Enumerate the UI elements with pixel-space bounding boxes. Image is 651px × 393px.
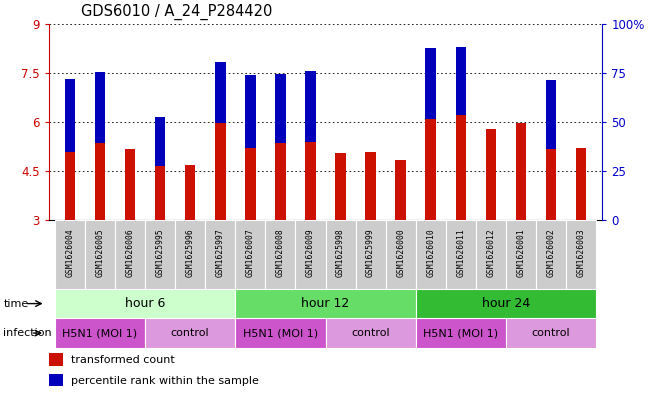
Bar [546,80,557,149]
Bar [275,143,286,220]
Bar [266,220,296,289]
Bar [145,220,175,289]
Bar [536,220,566,289]
Bar [385,220,416,289]
Text: GSM1626005: GSM1626005 [96,229,104,277]
Text: GSM1625996: GSM1625996 [186,229,195,277]
Bar [115,220,145,289]
Bar [155,117,165,166]
Text: GDS6010 / A_24_P284420: GDS6010 / A_24_P284420 [81,4,273,20]
Bar [49,353,62,366]
Text: GSM1626011: GSM1626011 [456,229,465,277]
Bar [395,160,406,220]
Text: transformed count: transformed count [71,355,174,365]
Text: GSM1626012: GSM1626012 [486,229,495,277]
Bar [305,142,316,220]
Text: hour 12: hour 12 [301,297,350,310]
Text: time: time [3,299,29,309]
Bar [416,289,596,318]
Bar [476,220,506,289]
Bar [486,129,496,220]
Text: GSM1626000: GSM1626000 [396,229,405,277]
Text: H5N1 (MOI 1): H5N1 (MOI 1) [62,328,137,338]
Text: GSM1625997: GSM1625997 [215,229,225,277]
Bar [426,119,436,220]
Bar [326,220,355,289]
Bar [145,318,235,348]
Bar [64,79,75,152]
Text: control: control [532,328,570,338]
Bar [49,374,62,386]
Text: GSM1626009: GSM1626009 [306,229,315,277]
Bar [185,165,195,220]
Bar [416,318,506,348]
Text: control: control [171,328,210,338]
Bar [506,220,536,289]
Text: GSM1626002: GSM1626002 [547,229,555,277]
Text: GSM1625998: GSM1625998 [336,229,345,277]
Bar [245,75,256,148]
Bar [305,72,316,142]
Text: GSM1626001: GSM1626001 [516,229,525,277]
Bar [94,143,105,220]
Bar [456,46,466,115]
Text: infection: infection [3,328,52,338]
Bar [576,148,587,220]
Bar [64,152,75,220]
Bar [516,123,526,220]
Bar [296,220,326,289]
Text: H5N1 (MOI 1): H5N1 (MOI 1) [243,328,318,338]
Bar [125,149,135,220]
Bar [335,153,346,220]
Text: GSM1626006: GSM1626006 [126,229,135,277]
Text: GSM1625995: GSM1625995 [156,229,165,277]
Text: control: control [352,328,390,338]
Bar [235,220,266,289]
Bar [85,220,115,289]
Bar [245,148,256,220]
Bar [215,123,225,220]
Bar [215,62,225,123]
Text: hour 6: hour 6 [125,297,165,310]
Bar [546,149,557,220]
Bar [426,48,436,119]
Bar [235,289,416,318]
Bar [55,318,145,348]
Bar [275,74,286,143]
Bar [365,152,376,220]
Text: percentile rank within the sample: percentile rank within the sample [71,376,259,386]
Text: GSM1626008: GSM1626008 [276,229,285,277]
Bar [446,220,476,289]
Text: GSM1626010: GSM1626010 [426,229,436,277]
Text: GSM1625999: GSM1625999 [366,229,375,277]
Text: GSM1626004: GSM1626004 [65,229,74,277]
Text: GSM1626007: GSM1626007 [246,229,255,277]
Bar [416,220,446,289]
Text: H5N1 (MOI 1): H5N1 (MOI 1) [423,328,499,338]
Bar [205,220,235,289]
Bar [94,72,105,143]
Bar [55,289,235,318]
Bar [566,220,596,289]
Bar [155,166,165,220]
Bar [456,115,466,220]
Bar [55,220,85,289]
Bar [175,220,205,289]
Bar [355,220,385,289]
Text: GSM1626003: GSM1626003 [577,229,586,277]
Bar [326,318,416,348]
Bar [235,318,326,348]
Text: hour 24: hour 24 [482,297,530,310]
Bar [506,318,596,348]
